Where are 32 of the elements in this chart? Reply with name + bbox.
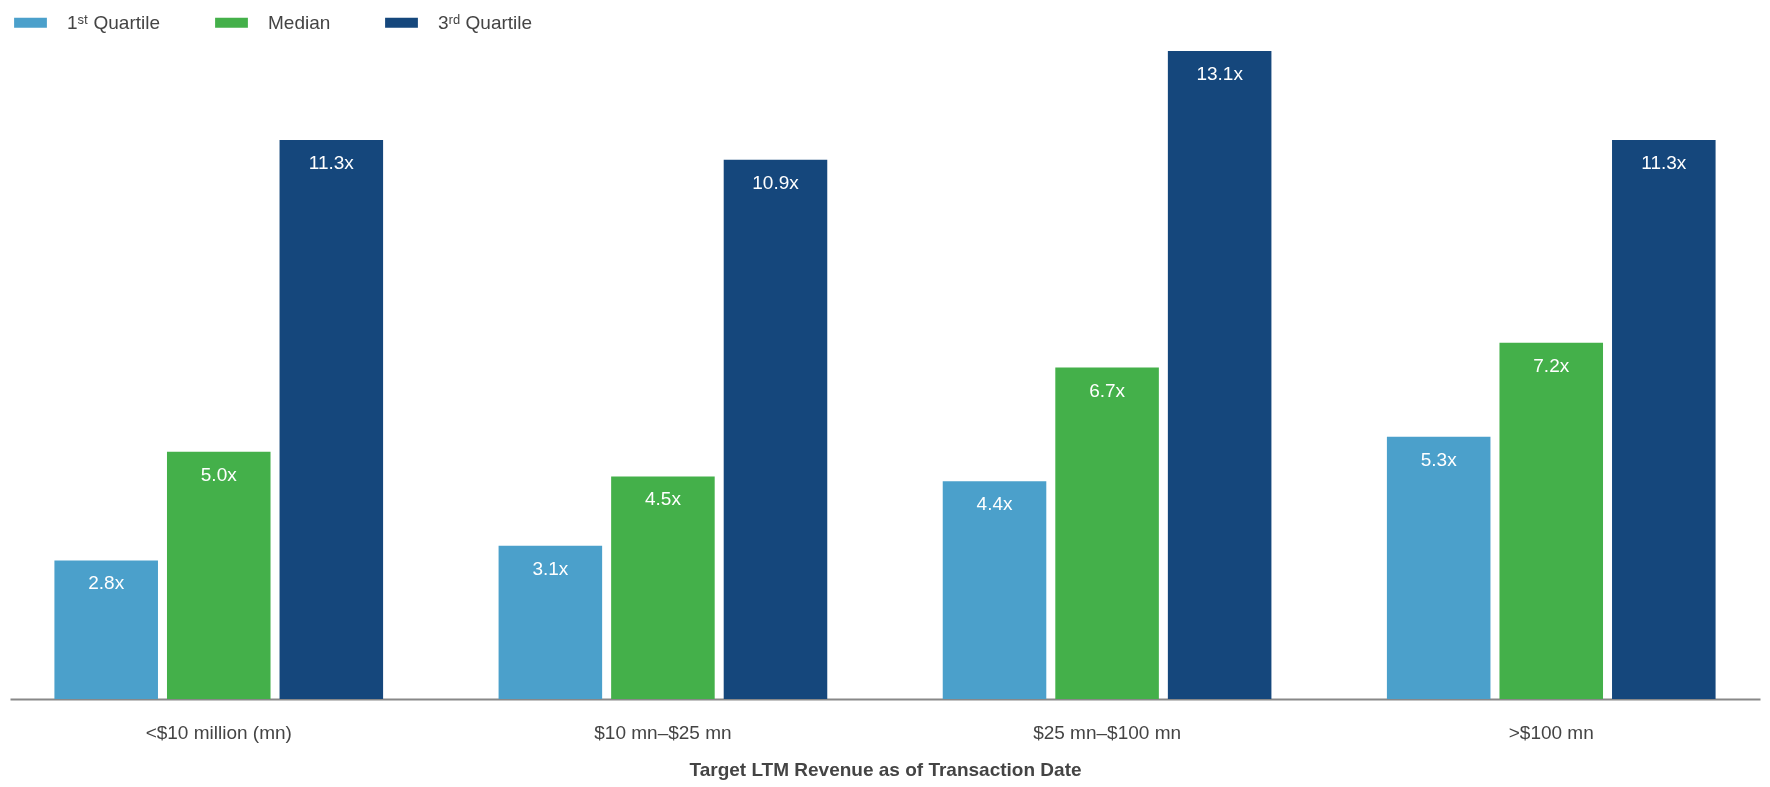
data-label: 6.7x xyxy=(1089,379,1126,401)
data-label: 5.0x xyxy=(200,463,238,485)
x-axis-title: Target LTM Revenue as of Transaction Date xyxy=(689,758,1082,780)
bar xyxy=(723,159,828,699)
x-tick-label: $25 mn–$100 mn xyxy=(1033,721,1182,743)
data-label: 5.3x xyxy=(1420,448,1458,470)
data-label: 4.4x xyxy=(976,493,1013,515)
data-label: 2.8x xyxy=(88,572,125,594)
data-label: 3.1x xyxy=(532,557,569,579)
legend-label: Median xyxy=(268,11,331,33)
bar xyxy=(1499,342,1604,699)
bar xyxy=(611,476,715,699)
bar xyxy=(1167,51,1272,699)
x-tick-label: <$10 million (mn) xyxy=(145,721,292,743)
data-label: 10.9x xyxy=(752,171,800,193)
bar xyxy=(279,140,384,699)
legend-label: 1ˢᵗ Quartile xyxy=(67,11,161,33)
bar xyxy=(1055,367,1159,699)
bar xyxy=(1386,436,1491,699)
data-label: 11.3x xyxy=(1641,152,1687,174)
data-label: 11.3x xyxy=(308,152,355,174)
data-label: 7.2x xyxy=(1533,354,1570,376)
bar xyxy=(54,560,158,699)
bar xyxy=(1612,140,1716,699)
bar xyxy=(498,545,603,699)
data-label: 4.5x xyxy=(644,488,682,510)
bar xyxy=(166,451,271,699)
legend-label: 3ʳᵈ Quartile xyxy=(438,11,533,33)
x-tick-label: $10 mn–$25 mn xyxy=(594,721,732,743)
bar xyxy=(942,481,1047,699)
data-label: 13.1x xyxy=(1196,63,1244,84)
x-tick-label: >$100 mn xyxy=(1508,721,1594,743)
